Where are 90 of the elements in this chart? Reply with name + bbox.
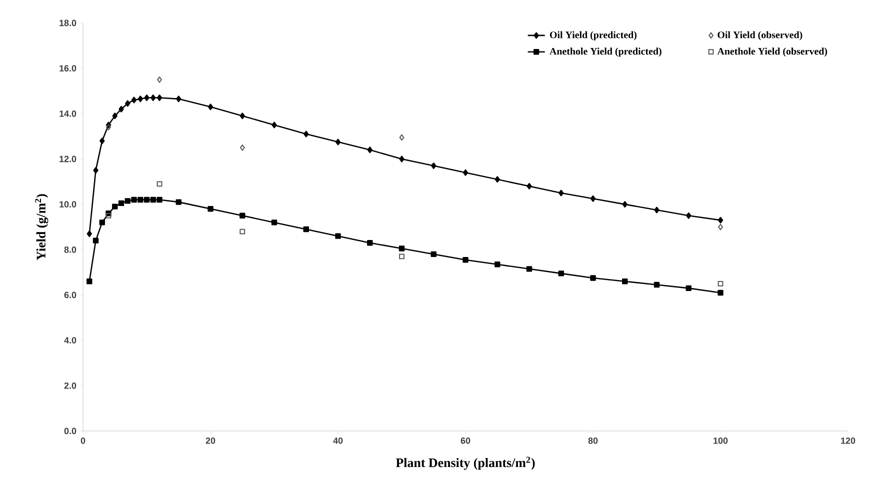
point xyxy=(124,198,130,204)
point xyxy=(272,122,277,128)
point xyxy=(157,76,162,83)
point xyxy=(144,94,150,102)
y-axis-title: Yield (g/m$^{2}$) xyxy=(35,194,48,260)
point xyxy=(208,206,214,212)
point xyxy=(399,254,404,260)
y-tick-label: 18.0 xyxy=(60,20,76,26)
point xyxy=(100,138,105,144)
point xyxy=(718,224,723,230)
point xyxy=(271,220,278,226)
point xyxy=(686,285,692,292)
point xyxy=(398,246,405,252)
point xyxy=(240,228,246,234)
point xyxy=(176,199,182,205)
point xyxy=(431,162,436,170)
point xyxy=(131,196,137,203)
point xyxy=(240,144,245,151)
legend-label: Anethole Yield (observed) xyxy=(717,48,828,57)
y-tick-label: 14.0 xyxy=(60,110,76,117)
point xyxy=(138,196,144,203)
point xyxy=(92,238,99,244)
y-tick-label: 0.0 xyxy=(64,428,76,434)
point xyxy=(494,176,500,183)
point xyxy=(240,212,246,219)
point xyxy=(156,181,162,187)
point xyxy=(156,196,162,203)
x-tick-label: 80 xyxy=(588,438,598,444)
legend-label: Oil Yield (predicted) xyxy=(550,31,636,40)
point xyxy=(718,280,724,286)
y-tick-label: 10.0 xyxy=(60,201,76,208)
point xyxy=(112,204,118,210)
point xyxy=(399,134,404,141)
y-tick-label: 16.0 xyxy=(60,65,76,72)
point xyxy=(590,275,596,281)
point xyxy=(304,130,309,138)
point xyxy=(526,182,532,190)
x-tick-label: 120 xyxy=(841,438,856,444)
point xyxy=(150,196,156,203)
point xyxy=(99,220,105,226)
y-tick-label: 2.0 xyxy=(64,382,76,389)
point xyxy=(654,206,660,214)
point xyxy=(112,112,118,120)
point xyxy=(526,266,532,272)
point xyxy=(240,112,245,120)
point xyxy=(494,262,500,268)
point xyxy=(367,146,372,154)
legend-label: Oil Yield (observed) xyxy=(718,31,802,40)
point xyxy=(106,124,111,130)
point xyxy=(622,201,628,208)
point xyxy=(590,195,596,202)
point xyxy=(131,96,137,104)
point xyxy=(462,169,468,176)
point xyxy=(156,94,162,102)
point xyxy=(430,251,436,258)
point xyxy=(367,240,373,246)
point xyxy=(176,96,182,102)
y-tick-label: 8.0 xyxy=(64,246,76,253)
point xyxy=(399,156,404,162)
point xyxy=(622,278,628,284)
point xyxy=(125,100,130,107)
x-tick-label: 0 xyxy=(80,438,86,444)
point xyxy=(654,282,660,288)
point xyxy=(335,233,341,239)
point xyxy=(144,196,150,203)
point xyxy=(86,278,92,284)
point xyxy=(118,106,124,112)
point xyxy=(686,212,692,219)
point xyxy=(138,96,143,102)
legend-label: Anethole Yield (predicted) xyxy=(550,48,662,57)
point xyxy=(718,290,724,296)
point xyxy=(558,270,564,276)
point xyxy=(303,226,309,232)
x-axis-title: Plant Density (plants/m$^{2}$) xyxy=(396,456,535,470)
point xyxy=(558,190,564,196)
point xyxy=(118,200,124,206)
point xyxy=(86,230,92,238)
x-tick-label: 20 xyxy=(206,438,216,444)
x-tick-label: 100 xyxy=(714,438,728,444)
point xyxy=(93,167,98,174)
y-tick-label: 12.0 xyxy=(60,156,76,162)
y-tick-label: 6.0 xyxy=(64,292,76,298)
point xyxy=(718,216,724,224)
x-tick-label: 60 xyxy=(460,438,470,444)
x-tick-label: 40 xyxy=(333,438,343,444)
point xyxy=(335,138,341,146)
point xyxy=(462,257,468,263)
y-tick-label: 4.0 xyxy=(64,337,76,344)
point xyxy=(150,94,156,102)
point xyxy=(208,104,214,110)
